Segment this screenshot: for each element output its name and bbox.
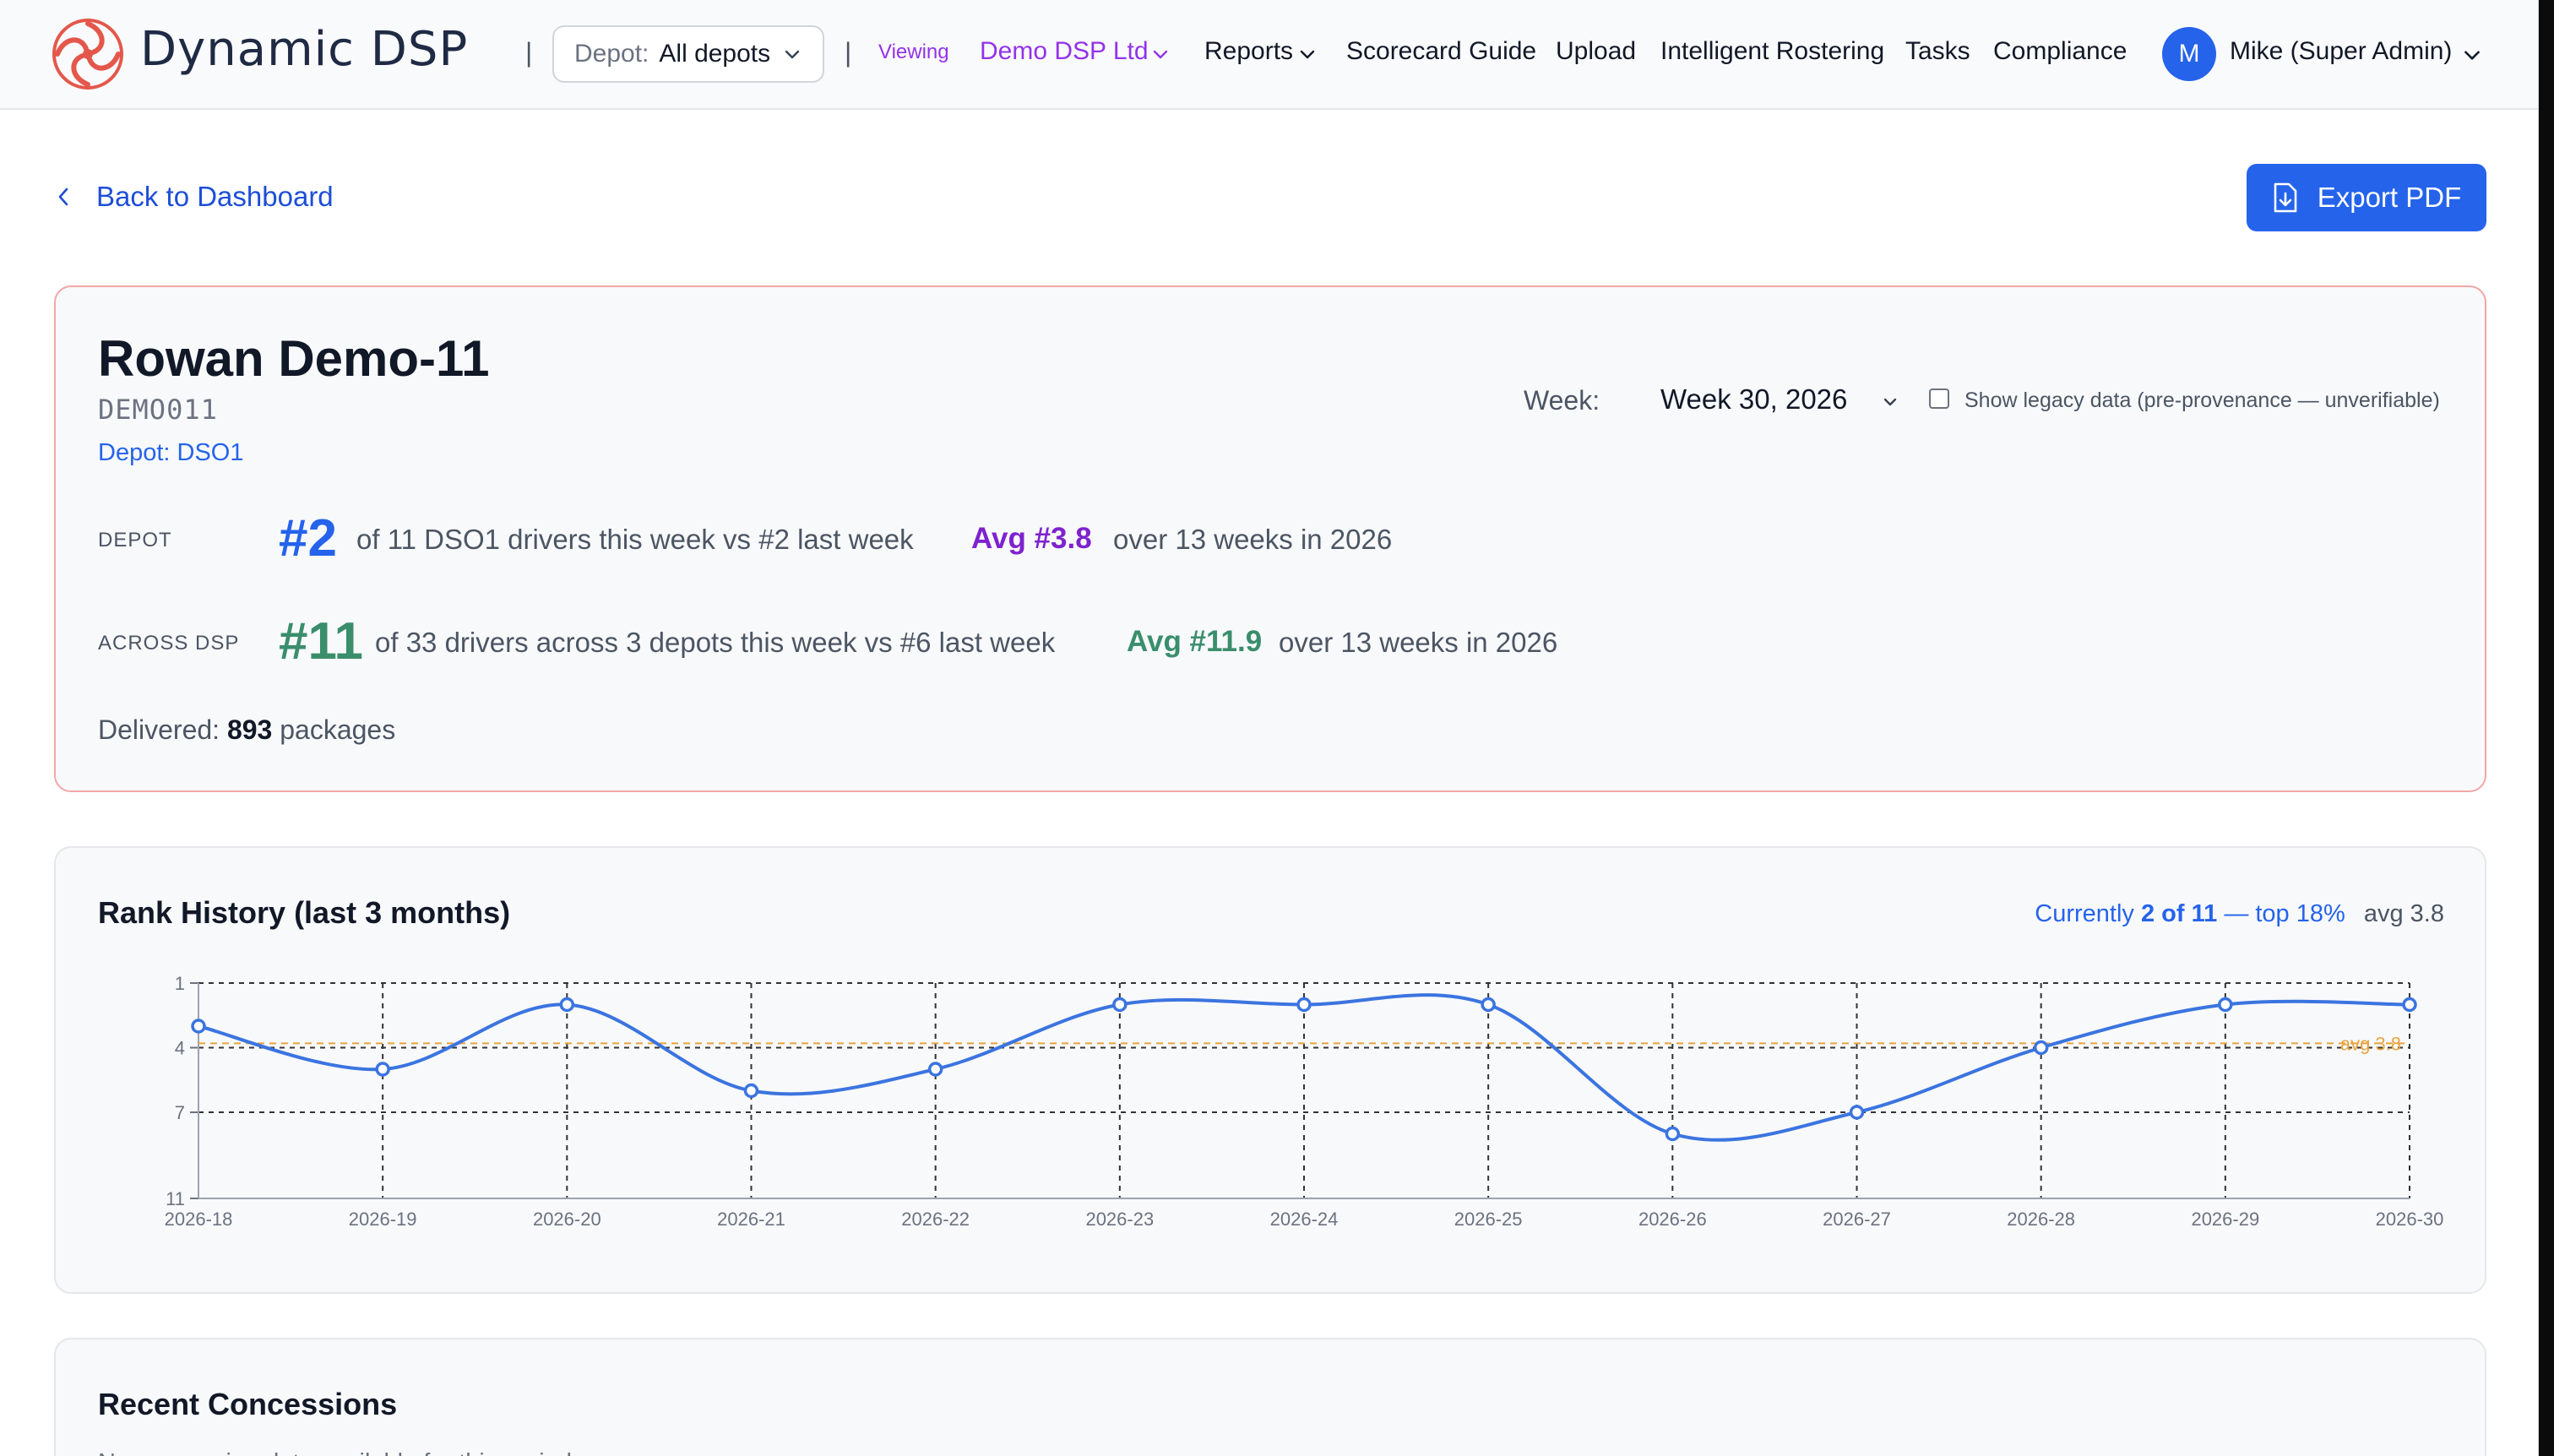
rank-data-point	[927, 1062, 943, 1077]
dsp-avg-rank: Avg #11.9	[1127, 625, 1263, 658]
recent-concessions-card: Recent Concessions No concession data av…	[54, 1338, 2486, 1456]
week-select[interactable]: Week 30, 2026	[1660, 383, 1848, 415]
legacy-data-label[interactable]: Show legacy data (pre-provenance — unver…	[1964, 388, 2440, 412]
rank-history-summary: Currently 2 of 11 — top 18% avg 3.8	[2035, 900, 2444, 928]
avatar[interactable]: M	[2162, 27, 2216, 81]
depot-avg-desc: over 13 weeks in 2026	[1113, 524, 1393, 555]
driver-name: Rowan Demo-11	[98, 330, 490, 387]
rank-data-point	[1849, 1105, 1865, 1120]
export-pdf-button[interactable]: Export PDF	[2247, 164, 2486, 231]
driver-summary-card: Rowan Demo-11 DEMO011 Depot: DSO1 Week: …	[54, 285, 2486, 792]
dsp-avg-desc: over 13 weeks in 2026	[1279, 627, 1558, 658]
back-link-label: Back to Dashboard	[96, 181, 334, 212]
top-nav: Dynamic DSP | Depot: All depots | Viewin…	[0, 0, 2538, 110]
driver-id: DEMO011	[98, 394, 218, 426]
week-label: Week:	[1524, 385, 1600, 416]
summary-rank: 2 of 11	[2140, 900, 2218, 927]
x-tick-label: 2026-30	[2376, 1209, 2444, 1230]
chevron-down-icon	[785, 50, 800, 59]
y-tick-label: 7	[175, 1102, 185, 1123]
user-menu[interactable]: Mike (Super Admin)	[2230, 37, 2453, 65]
x-tick-label: 2026-28	[2007, 1209, 2075, 1230]
x-tick-label: 2026-18	[165, 1209, 233, 1230]
rank-data-point	[1665, 1126, 1681, 1142]
rank-data-point	[743, 1083, 759, 1099]
legacy-data-checkbox[interactable]	[1929, 388, 1949, 409]
x-tick-label: 2026-21	[717, 1209, 785, 1230]
delivered-count: 893	[226, 714, 273, 745]
depot-rank: #2	[279, 509, 337, 568]
nav-scorecard-guide[interactable]: Scorecard Guide	[1346, 37, 1537, 65]
x-tick-label: 2026-24	[1270, 1209, 1339, 1230]
y-tick-label: 11	[166, 1188, 185, 1209]
nav-separator: |	[845, 37, 852, 68]
summary-avg: avg 3.8	[2363, 900, 2444, 927]
x-tick-label: 2026-23	[1085, 1209, 1154, 1230]
back-to-dashboard-link[interactable]: Back to Dashboard	[56, 181, 334, 213]
depot-avg-rank: Avg #3.8	[971, 522, 1092, 555]
x-tick-label: 2026-22	[901, 1209, 970, 1230]
x-tick-label: 2026-20	[533, 1209, 601, 1230]
rank-history-title: Rank History (last 3 months)	[98, 895, 511, 930]
file-download-icon	[2274, 182, 2297, 213]
nav-reports[interactable]: Reports	[1204, 37, 1294, 65]
chevron-down-icon[interactable]	[2461, 44, 2483, 66]
window-edge	[2539, 0, 2554, 1456]
export-pdf-label: Export PDF	[2317, 182, 2462, 213]
nav-upload[interactable]: Upload	[1556, 37, 1637, 65]
viewing-tag: Viewing	[878, 41, 949, 63]
driver-depot-link[interactable]: Depot: DSO1	[98, 439, 244, 466]
y-tick-label: 4	[175, 1038, 185, 1059]
rank-data-point	[2218, 997, 2233, 1013]
chevron-down-icon[interactable]	[1880, 392, 1900, 412]
concessions-empty-text: No concession data available for this pe…	[98, 1449, 579, 1456]
brand-name[interactable]: Dynamic DSP	[140, 22, 469, 77]
rank-data-point	[1296, 997, 1312, 1013]
depot-select-value: All depots	[659, 40, 771, 68]
avg-reference-label: avg 3.8	[2340, 1033, 2401, 1054]
depot-stat-label: DEPOT	[98, 529, 172, 551]
x-tick-label: 2026-27	[1823, 1209, 1891, 1230]
rank-data-point	[1112, 997, 1128, 1013]
x-tick-label: 2026-26	[1638, 1209, 1707, 1230]
x-tick-label: 2026-19	[349, 1209, 417, 1230]
x-tick-label: 2026-29	[2191, 1209, 2259, 1230]
depot-select[interactable]: Depot: All depots	[552, 25, 824, 83]
rank-data-point	[2402, 997, 2417, 1013]
summary-prefix: Currently	[2035, 900, 2134, 927]
nav-intelligent-rostering[interactable]: Intelligent Rostering	[1660, 37, 1885, 65]
dsp-rank: #11	[279, 612, 364, 671]
rank-history-card: Rank History (last 3 months) Currently 2…	[54, 846, 2486, 1294]
summary-suffix: — top 18%	[2224, 900, 2345, 927]
nav-tasks[interactable]: Tasks	[1905, 37, 1970, 65]
y-tick-label: 1	[175, 973, 185, 994]
rank-data-point	[2033, 1040, 2049, 1056]
rank-data-point	[375, 1062, 390, 1077]
org-switcher[interactable]: Demo DSP Ltd	[980, 37, 1149, 65]
depot-rank-desc: of 11 DSO1 drivers this week vs #2 last …	[356, 524, 914, 555]
dsp-stat-label: ACROSS DSP	[98, 632, 240, 655]
delivered-unit: packages	[280, 714, 396, 745]
depot-select-label: Depot:	[574, 40, 649, 68]
chevron-down-icon[interactable]	[1297, 44, 1318, 64]
delivered-summary: Delivered: 893 packages	[98, 714, 395, 746]
dsp-rank-desc: of 33 drivers across 3 depots this week …	[375, 627, 1056, 658]
chevron-left-icon	[58, 187, 68, 206]
rank-data-point	[191, 1019, 206, 1034]
recent-concessions-title: Recent Concessions	[98, 1387, 398, 1421]
chevron-down-icon[interactable]	[1150, 44, 1171, 64]
nav-compliance[interactable]: Compliance	[1993, 37, 2127, 65]
delivered-label: Delivered:	[98, 714, 220, 745]
nav-separator: |	[525, 37, 533, 68]
x-tick-label: 2026-25	[1454, 1209, 1523, 1230]
rank-data-point	[1481, 997, 1496, 1013]
brand-logo-icon[interactable]	[52, 19, 123, 90]
rank-data-point	[559, 997, 575, 1013]
